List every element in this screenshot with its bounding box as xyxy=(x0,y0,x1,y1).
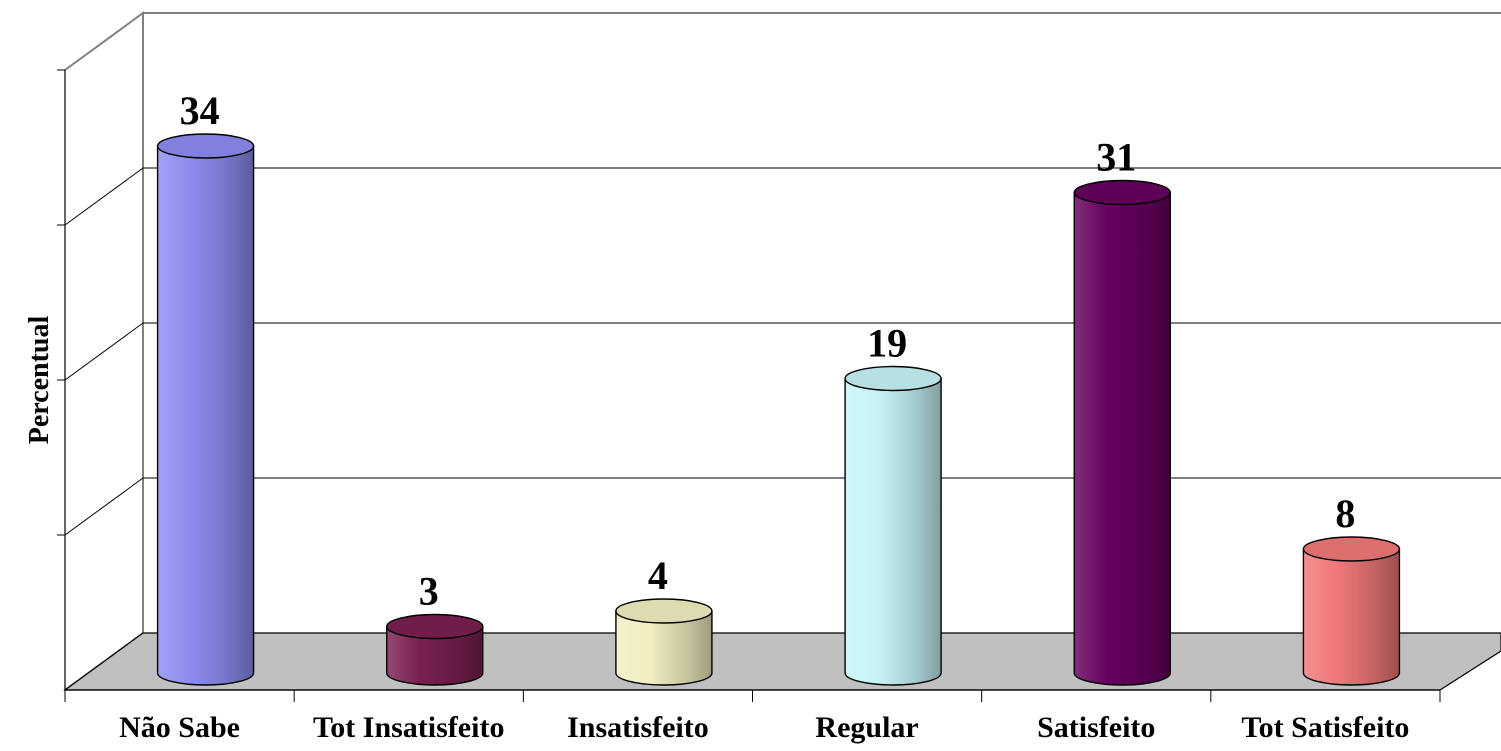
category-labels: Não Sabe Tot Insatisfeito Insatisfeito Regu… xyxy=(119,711,1409,744)
value-label: 34 xyxy=(180,88,220,133)
category-label: Insatisfeito xyxy=(567,711,709,744)
gridline-side xyxy=(64,322,144,381)
bar-body xyxy=(386,625,484,686)
chart-floor xyxy=(63,632,1501,691)
bar-body xyxy=(156,145,255,686)
bar-body xyxy=(1302,548,1401,686)
bar-top xyxy=(844,365,942,392)
bar xyxy=(1073,179,1171,686)
chart-walls xyxy=(64,11,1501,691)
bar xyxy=(386,613,484,686)
y-axis-label: Percentual xyxy=(24,316,55,445)
bars xyxy=(156,133,1401,686)
bar-body xyxy=(1073,191,1171,686)
axes xyxy=(64,70,1441,702)
bar-body xyxy=(615,610,713,686)
bar xyxy=(156,133,255,686)
value-label: 4 xyxy=(648,553,668,598)
floor-plane xyxy=(63,632,1501,691)
category-label: Não Sabe xyxy=(119,711,240,744)
bar-body xyxy=(844,377,942,686)
value-label: 19 xyxy=(867,321,907,366)
bar-top xyxy=(386,613,484,640)
value-label: 31 xyxy=(1096,135,1136,180)
category-label: Satisfeito xyxy=(1037,711,1155,744)
gridlines xyxy=(57,69,1501,536)
bar-top xyxy=(1302,536,1401,562)
gridline-side xyxy=(64,167,144,226)
bar xyxy=(1302,536,1401,686)
value-label: 8 xyxy=(1335,491,1355,536)
category-label: Tot Insatisfeito xyxy=(313,711,504,744)
gridline-side xyxy=(64,477,144,536)
bar-top xyxy=(1073,179,1171,206)
bar-top xyxy=(615,598,713,624)
category-label: Tot Satisfeito xyxy=(1241,711,1409,744)
bar-top xyxy=(156,133,255,159)
category-label: Regular xyxy=(815,711,918,744)
bar xyxy=(615,598,713,686)
bar xyxy=(844,365,942,686)
value-label: 3 xyxy=(419,569,439,614)
